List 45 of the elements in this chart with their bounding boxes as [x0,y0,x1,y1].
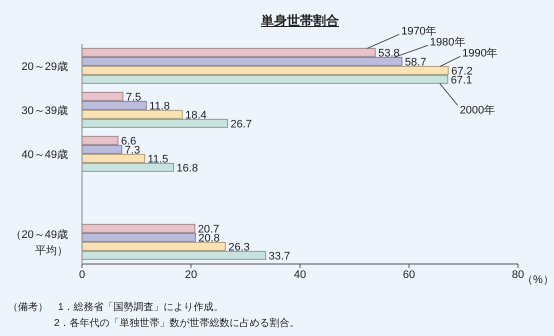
bar [82,162,174,172]
text: 2000年 [460,104,496,116]
data-label: 53.8 [378,47,400,60]
text: 1970年 [401,25,437,38]
x-tick-label: 20 [184,268,198,281]
bar [82,136,118,145]
bar [82,250,266,260]
y-tick-label: 20～29歳 [22,60,68,73]
data-label: 67.1 [450,74,472,86]
x-tick-label: 0 [78,268,86,281]
data-label: 7.3 [124,144,140,156]
bar [82,48,376,57]
data-label: 33.7 [268,250,290,262]
series-label: 1990年 [462,47,498,60]
data-label: 58.7 [404,56,426,68]
bar [82,224,196,233]
bar [82,92,124,101]
data-label: 11.5 [148,153,168,166]
bar [82,242,226,251]
chart-title: 単身世帯割合 [260,12,340,30]
data-label: 26.7 [230,118,252,130]
data-label: 16.8 [176,162,198,174]
x-tick-label: 60 [402,268,416,281]
bar [82,100,147,110]
data-label: 18.4 [185,109,207,122]
bar [82,144,122,154]
text: （備考） 1．総務省「国勢調査」により作成。 [8,300,224,314]
y-tick-label: 40～49歳 [22,148,68,161]
bar [82,154,146,163]
data-label: 11.8 [149,100,170,112]
text: 2．各年代の「単独世帯」数が世帯総数に占める割合。 [54,316,300,330]
x-tick-label: 80 [512,268,524,281]
data-label: 20.8 [198,232,220,244]
bar [82,118,228,128]
bar [82,110,183,119]
bar [82,56,402,66]
bar [82,74,448,84]
y-tick-label: 30～39歳 [22,104,68,117]
x-tick-label: 40 [294,268,306,281]
bar [82,232,196,242]
y-tick-label: （20～49歳平均） [10,228,68,257]
text: 1980年 [430,36,466,48]
data-label: 7.5 [126,91,142,104]
data-label: 26.3 [228,241,250,254]
bar [82,66,449,75]
